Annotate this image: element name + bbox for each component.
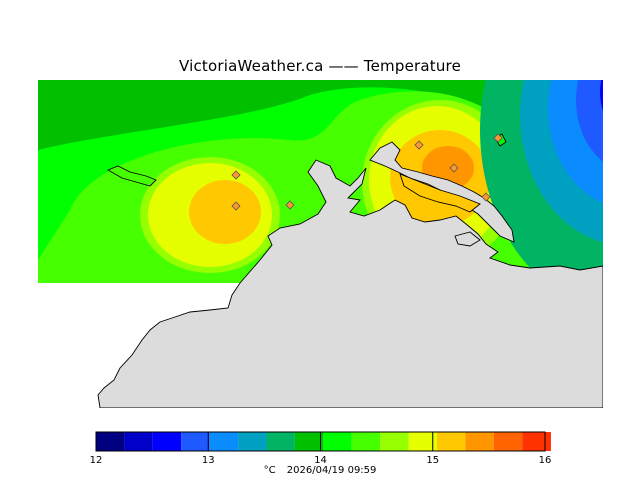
station-marker — [493, 133, 503, 143]
colorbar-cell — [323, 432, 352, 451]
channel — [399, 173, 481, 213]
island — [454, 231, 481, 247]
colorbar-cell — [238, 432, 267, 451]
colorbar-cell — [96, 432, 125, 451]
station-markers — [231, 133, 503, 211]
station-marker — [285, 200, 295, 210]
colorbar-cells — [96, 432, 551, 451]
station-marker — [414, 140, 424, 150]
colorbar-tick-label: 14 — [314, 455, 327, 466]
peninsula — [369, 141, 515, 243]
colorbar-cell — [493, 432, 523, 451]
colorbar-cell — [209, 432, 239, 451]
map-title: VictoriaWeather.ca —— Temperature — [178, 57, 462, 75]
map-footer: °C 2026/04/19 09:59 — [0, 465, 640, 476]
land-mass — [97, 159, 603, 408]
station-marker — [481, 192, 491, 202]
unit-label: °C — [263, 465, 276, 476]
colorbar-cell — [351, 432, 381, 451]
colorbar-cell — [380, 432, 409, 451]
colorbar-cell — [152, 432, 182, 451]
colorbar-tick-label: 12 — [89, 455, 103, 466]
colorbar-ticks — [95, 432, 546, 451]
colorbar-cell — [124, 432, 153, 451]
colorbar-cell — [522, 432, 551, 451]
colorbar-tick-label: 16 — [538, 455, 552, 466]
colorbar-cell — [266, 432, 295, 451]
colorbar-cell — [181, 432, 210, 451]
timestamp: 2026/04/19 09:59 — [286, 465, 377, 476]
colorbar-tick-label: 13 — [201, 455, 215, 466]
colorbar-cell — [294, 432, 324, 451]
colorbar-cell — [465, 432, 494, 451]
colorbar-tick-label: 15 — [426, 455, 440, 466]
station-marker — [231, 201, 241, 211]
station-marker — [449, 163, 459, 173]
colorbar-cell — [408, 432, 438, 451]
colorbar-cell — [437, 432, 466, 451]
island — [106, 165, 157, 187]
station-marker — [231, 170, 241, 180]
